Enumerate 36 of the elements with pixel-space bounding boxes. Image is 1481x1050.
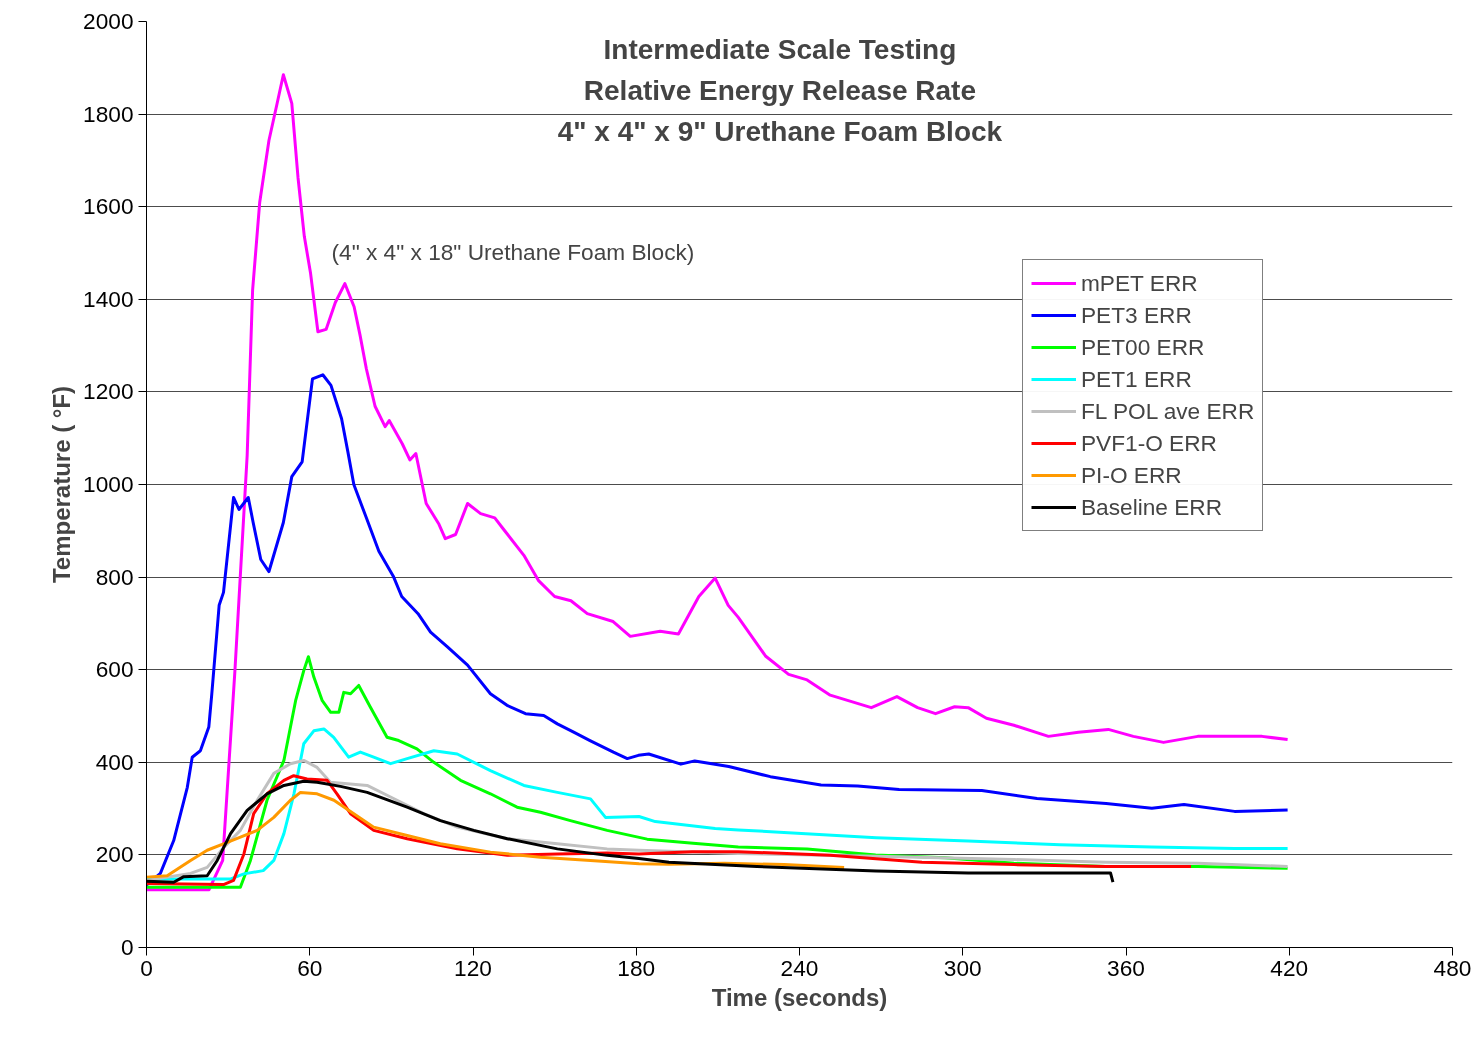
x-tick-label: 300: [943, 954, 982, 981]
line-series: [146, 73, 1290, 892]
y-tick-label: 600: [95, 656, 134, 683]
legend-label: PVF1-O ERR: [1081, 428, 1217, 458]
y-tick-label: 0: [120, 934, 134, 960]
x-tick-label: 0: [140, 954, 153, 981]
line-series: [146, 727, 1290, 881]
y-tick-label: 1000: [83, 471, 134, 497]
legend-label: mPET ERR: [1081, 268, 1198, 298]
legend-label: FL POL ave ERR: [1081, 396, 1255, 426]
y-axis-title: Temperature ( °F): [48, 385, 76, 584]
annotation: (4" x 4" x 18" Urethane Foam Block): [331, 238, 695, 265]
y-tick-label: 200: [95, 841, 134, 868]
x-tick-label: 240: [780, 954, 819, 981]
x-tick-label: 480: [1433, 954, 1472, 981]
y-tick-label: 1800: [83, 100, 134, 127]
y-tick-label: 2000: [83, 8, 134, 34]
line-series: [146, 373, 1290, 887]
legend-label: PET1 ERR: [1081, 364, 1192, 394]
legend-label: PET3 ERR: [1081, 300, 1192, 330]
y-tick-label: 1400: [83, 285, 134, 312]
x-tick-label: 180: [617, 954, 656, 981]
text: Intermediate Scale Testing Relative Energy Release Rate 4" x 4" x 9" Urethane Foam Block: [557, 34, 1003, 147]
x-tick-label: 120: [454, 954, 492, 981]
y-tick-label: 1600: [83, 193, 134, 220]
legend-label: PET00 ERR: [1081, 332, 1205, 362]
legend-label: PI-O ERR: [1081, 460, 1182, 490]
x-axis-title: Time (seconds): [711, 983, 888, 1011]
line-series: [146, 790, 846, 879]
legend-label: Baseline ERR: [1081, 492, 1223, 522]
y-tick-label: 800: [95, 563, 134, 590]
y-tick-label: 1200: [83, 378, 134, 405]
x-tick-label: 360: [1107, 954, 1145, 981]
y-tick-label: 400: [95, 748, 134, 775]
x-tick-label: 60: [297, 954, 323, 981]
x-tick-label: 420: [1270, 954, 1309, 981]
